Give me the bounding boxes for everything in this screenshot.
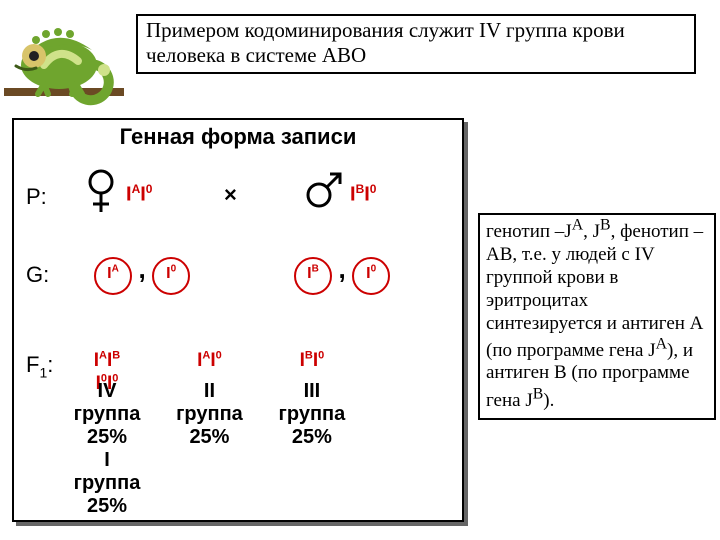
f1-pct: 25%	[58, 495, 156, 518]
comma: ,	[338, 254, 345, 284]
genotype-male: IBI0	[350, 182, 376, 207]
f1-group-num: IV	[58, 380, 156, 403]
f1-genotype: IAIB	[94, 350, 120, 371]
f1-group-num: II	[160, 380, 258, 403]
gamete: I0	[352, 257, 390, 295]
header-text: Примером кодоминирования служит IV групп…	[146, 18, 625, 67]
g-label: G:	[26, 262, 49, 288]
male-symbol-icon	[304, 170, 344, 215]
allele-sup: 0	[370, 182, 377, 196]
genetics-panel: Генная форма записи P: IAI0 ×	[12, 118, 464, 522]
side-explanation-box: генотип –JA, JB, фенотип – AB, т.е. у лю…	[478, 213, 716, 420]
gamete-sup: 0	[371, 264, 377, 275]
gamete: IA	[94, 257, 132, 295]
gamete-sup: B	[312, 264, 319, 275]
f1-group-word: группа	[58, 472, 156, 495]
allele-sup: B	[356, 182, 365, 196]
gamete-sup: 0	[171, 264, 177, 275]
gamete: IB	[294, 257, 332, 295]
gamete: I0	[152, 257, 190, 295]
f1-cell: IBI0	[263, 350, 361, 372]
panel-title: Генная форма записи	[14, 124, 462, 150]
side-frag: , J	[583, 221, 600, 242]
s: 0	[216, 350, 222, 362]
side-text: генотип –JA, JB, фенотип – AB, т.е. у лю…	[486, 221, 703, 410]
header-box: Примером кодоминирования служит IV групп…	[136, 14, 696, 74]
female-symbol-icon	[84, 168, 118, 223]
row-parents: P: IAI0 × IBI0	[14, 166, 462, 236]
allele-sup: 0	[146, 182, 153, 196]
side-frag: генотип –J	[486, 221, 572, 242]
slide-stage: Примером кодоминирования служит IV групп…	[0, 0, 720, 540]
s: B	[112, 350, 120, 362]
f1-genotype: IAI0	[197, 350, 222, 371]
f1-group-word: группа	[160, 403, 258, 426]
f1-cell: IAI0	[160, 350, 258, 372]
gametes-male: IB , I0	[292, 254, 392, 295]
gametes-female: IA , I0	[92, 254, 192, 295]
gamete-sup: A	[112, 264, 119, 275]
f1-pct: 25%	[263, 426, 361, 449]
side-sup: B	[533, 385, 544, 402]
chameleon-logo	[4, 10, 124, 110]
side-sup: A	[572, 217, 583, 234]
allele-sup: A	[132, 182, 141, 196]
side-sup: A	[656, 335, 667, 352]
f1-group-num: III	[263, 380, 361, 403]
f1-pct: 25%	[58, 426, 156, 449]
f1-pct: 25%	[160, 426, 258, 449]
f1-group-word: группа	[58, 403, 156, 426]
side-sup: B	[600, 217, 611, 234]
f1-group-num: I	[58, 449, 156, 472]
f1-group-cell: IV группа 25%	[58, 380, 156, 449]
f1-cell: IAIB	[58, 350, 156, 372]
row-gametes: G: IA , I0 IB , I0	[14, 254, 462, 324]
s: 0	[318, 350, 324, 362]
p-label: P:	[26, 184, 47, 210]
s: A	[99, 350, 107, 362]
f1-label: F1:	[26, 352, 53, 380]
genotype-female: IAI0	[126, 182, 152, 207]
f1-group-cell: III группа 25%	[263, 380, 361, 449]
f1-group-cell: II группа 25%	[160, 380, 258, 449]
comma: ,	[138, 254, 145, 284]
side-frag: ).	[543, 390, 554, 411]
f1-group-word: группа	[263, 403, 361, 426]
f1-group-cell: I группа 25%	[58, 449, 156, 518]
cross-sign: ×	[224, 182, 237, 208]
f1-genotype: IBI0	[300, 350, 325, 371]
s: B	[305, 350, 313, 362]
f1-groups: IV группа 25% II группа 25% III группа 2…	[58, 380, 458, 518]
